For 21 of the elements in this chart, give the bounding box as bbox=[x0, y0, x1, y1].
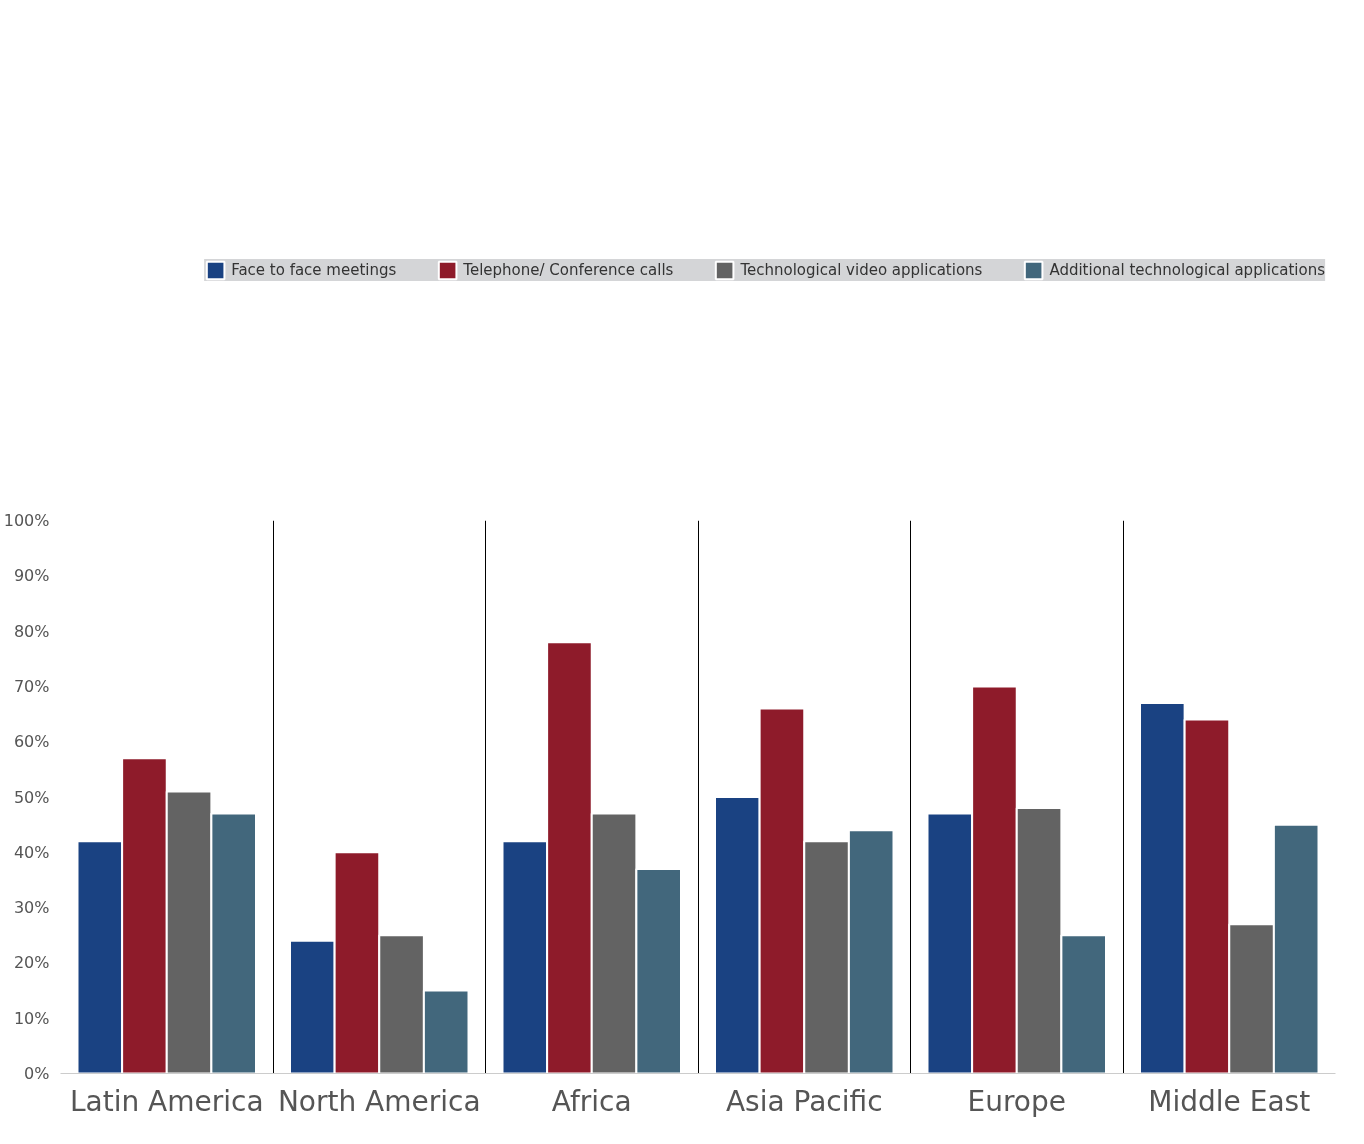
x-tick-label: Asia Pacific bbox=[725, 1084, 883, 1118]
y-tick-label: 90% bbox=[13, 566, 50, 586]
legend-label: Additional technological applications bbox=[1049, 261, 1325, 279]
y-tick-label: 80% bbox=[13, 621, 50, 641]
x-tick-label: Middle East bbox=[1148, 1084, 1311, 1118]
y-tick-label: 100% bbox=[3, 511, 50, 530]
y-tick-label: 40% bbox=[13, 842, 50, 862]
y-tick-label: 30% bbox=[13, 898, 50, 918]
legend-label: Technological video applications bbox=[740, 261, 983, 279]
x-tick-label: Africa bbox=[551, 1084, 632, 1118]
y-tick-label: 70% bbox=[13, 676, 50, 696]
legend-label: Telephone/ Conference calls bbox=[463, 261, 674, 279]
x-tick-label: Europe bbox=[967, 1084, 1066, 1118]
y-tick-label: 60% bbox=[13, 732, 50, 752]
y-tick-label: 0% bbox=[24, 1064, 50, 1083]
y-tick-label: 10% bbox=[13, 1008, 50, 1028]
x-tick-label: Latin America bbox=[69, 1084, 264, 1118]
y-tick-label: 20% bbox=[13, 953, 50, 973]
legend-label: Face to face meetings bbox=[231, 261, 397, 279]
x-tick-label: North America bbox=[277, 1084, 481, 1118]
y-tick-label: 50% bbox=[13, 787, 50, 807]
